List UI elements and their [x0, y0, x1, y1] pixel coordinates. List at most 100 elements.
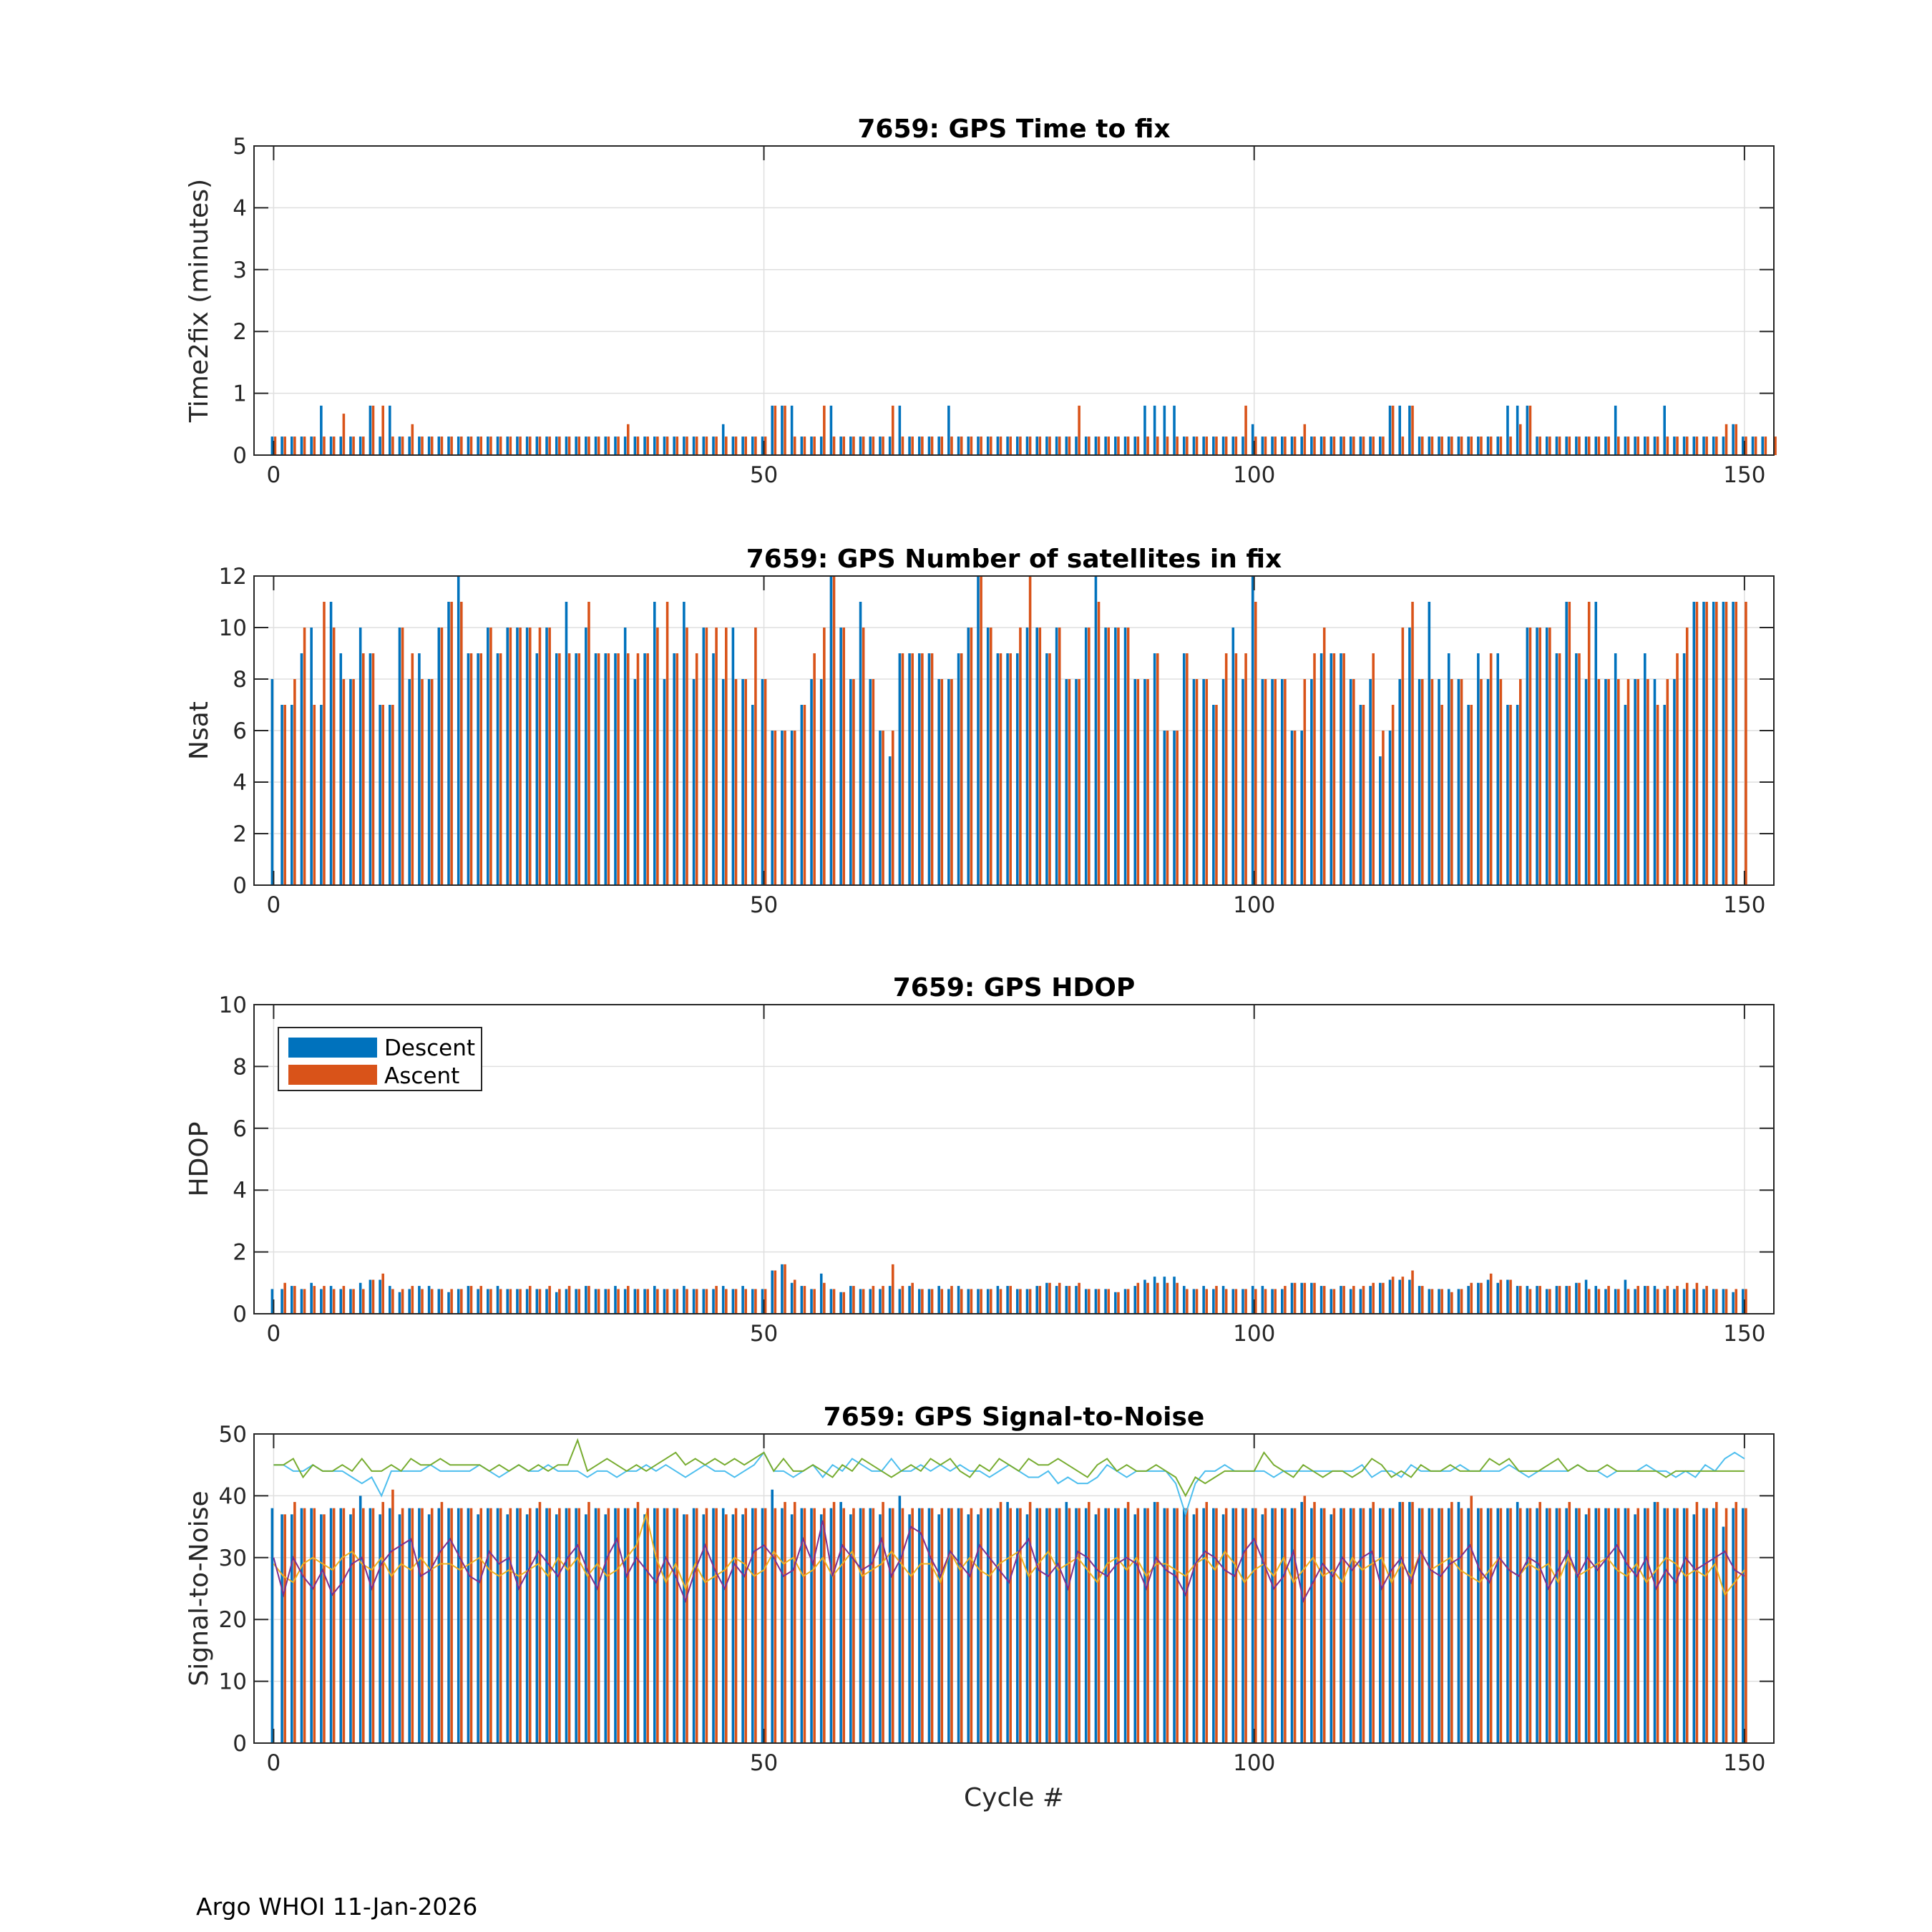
bar [921, 653, 924, 885]
bar [342, 679, 346, 885]
snr-line-2 [273, 1438, 1745, 1498]
bar [1244, 1289, 1247, 1314]
x-tick-label: 50 [750, 462, 778, 488]
bar [1107, 436, 1111, 455]
bar [1408, 628, 1411, 885]
bar [1626, 436, 1630, 455]
bar [1388, 731, 1392, 885]
y-tick-label: 5 [233, 134, 247, 160]
bar [1584, 679, 1588, 885]
bar [1322, 628, 1326, 885]
bar [1715, 602, 1718, 885]
bar [1058, 628, 1061, 885]
bar [1538, 1286, 1541, 1314]
bar [1264, 436, 1267, 455]
bar [411, 424, 414, 455]
bar [1310, 1508, 1313, 1743]
bar [908, 436, 911, 455]
bar [519, 436, 522, 455]
bar [665, 1289, 669, 1314]
bar [614, 436, 617, 455]
bar [585, 1286, 587, 1314]
bar [1362, 1286, 1365, 1314]
bar [882, 436, 884, 455]
bar [823, 405, 826, 455]
bar [1676, 653, 1679, 885]
bar [832, 576, 836, 885]
bar [1411, 405, 1414, 455]
bar [398, 1292, 401, 1314]
bar [1009, 653, 1012, 885]
bar [633, 1508, 637, 1743]
bar [673, 653, 675, 885]
bar [313, 705, 316, 885]
bar [538, 436, 542, 455]
bar [1568, 1502, 1571, 1743]
bar [427, 436, 431, 455]
bar [763, 679, 767, 885]
bar [898, 1496, 902, 1743]
bar [499, 1508, 502, 1743]
bar [1006, 1286, 1009, 1314]
bar [990, 436, 992, 455]
bar [1496, 1282, 1500, 1314]
bar [499, 653, 502, 885]
bar [653, 436, 656, 455]
bar [1575, 653, 1578, 885]
bar [300, 653, 303, 885]
bar [1391, 1277, 1395, 1314]
bar [1221, 436, 1225, 455]
bar [496, 653, 499, 885]
y-tick-label: 0 [233, 1302, 247, 1327]
bar [617, 1289, 620, 1314]
bar [585, 628, 587, 885]
bar [469, 1508, 473, 1743]
bar [437, 628, 441, 885]
plot-area [254, 146, 1774, 455]
bar [535, 436, 539, 455]
bar [1715, 1502, 1718, 1743]
bar [1035, 628, 1038, 885]
bar [1722, 1526, 1725, 1743]
chart-title: 7659: GPS Signal-to-Noise [824, 1402, 1205, 1432]
bar [389, 1508, 391, 1743]
bar [656, 1508, 659, 1743]
bar [1682, 653, 1686, 885]
bar [675, 653, 679, 885]
bar [398, 628, 401, 885]
bar [1653, 1502, 1657, 1743]
bar [774, 1508, 777, 1743]
bar [1634, 679, 1636, 885]
bar [339, 1508, 343, 1743]
bar [352, 1289, 355, 1314]
bar [1418, 679, 1421, 885]
bar [587, 1286, 590, 1314]
bar [516, 436, 519, 455]
bar [1166, 1282, 1169, 1314]
bar [293, 1286, 296, 1314]
bar [839, 436, 842, 455]
bar [1231, 1508, 1235, 1743]
bar [823, 1282, 826, 1314]
bar [467, 1508, 470, 1743]
bar [1006, 436, 1009, 455]
bar [1104, 1508, 1107, 1743]
bar [1274, 1289, 1277, 1314]
bar [1575, 1282, 1578, 1314]
bar [1009, 1508, 1012, 1743]
bar [751, 705, 754, 885]
bar [957, 1508, 960, 1743]
bar [1234, 1508, 1238, 1743]
bar [1104, 628, 1107, 885]
bar [810, 1289, 813, 1314]
bar [479, 436, 483, 455]
bar [320, 1514, 323, 1743]
bar [1163, 1277, 1166, 1314]
bar [1379, 1282, 1382, 1314]
y-tick-label: 8 [233, 1054, 247, 1080]
bar [1715, 436, 1718, 455]
bar [1058, 436, 1061, 455]
bar [869, 1508, 872, 1743]
bar [1156, 653, 1159, 885]
bar [280, 1514, 283, 1743]
